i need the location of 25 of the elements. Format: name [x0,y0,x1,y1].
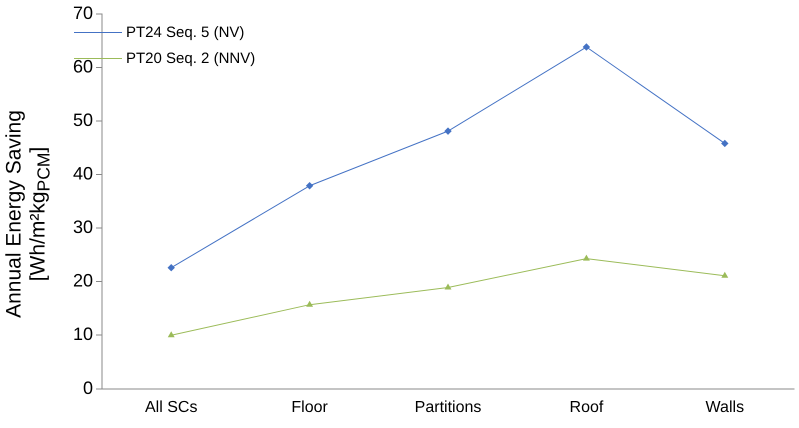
point [721,140,728,147]
x-tick-label: Partitions [414,398,482,416]
point [444,128,452,135]
point [168,264,175,272]
y-tick-label: 30 [72,217,94,238]
point [306,301,313,307]
point [168,332,174,338]
point [444,284,452,290]
y-tick-label: 0 [83,378,94,398]
y-tick-label: 10 [72,324,94,344]
y-tick-label: 70 [72,2,94,23]
legend-label: PT24 Seq. 5 (NV) [126,24,244,42]
point [582,44,590,51]
x-tick-label: Roof [570,398,604,416]
x-tick-label: All SCs [144,398,198,416]
y-tick-label: 20 [72,270,94,291]
y-tick-label: 60 [72,56,94,76]
point [306,182,314,190]
y-tick-label: 40 [72,163,94,184]
y-tick-label: 50 [72,110,94,130]
point [722,272,728,278]
point [583,255,590,261]
legend-label: PT20 Seq. 2 (NNV) [126,50,256,68]
x-tick-label: Walls [706,398,744,416]
x-tick-label: Floor [291,398,329,416]
